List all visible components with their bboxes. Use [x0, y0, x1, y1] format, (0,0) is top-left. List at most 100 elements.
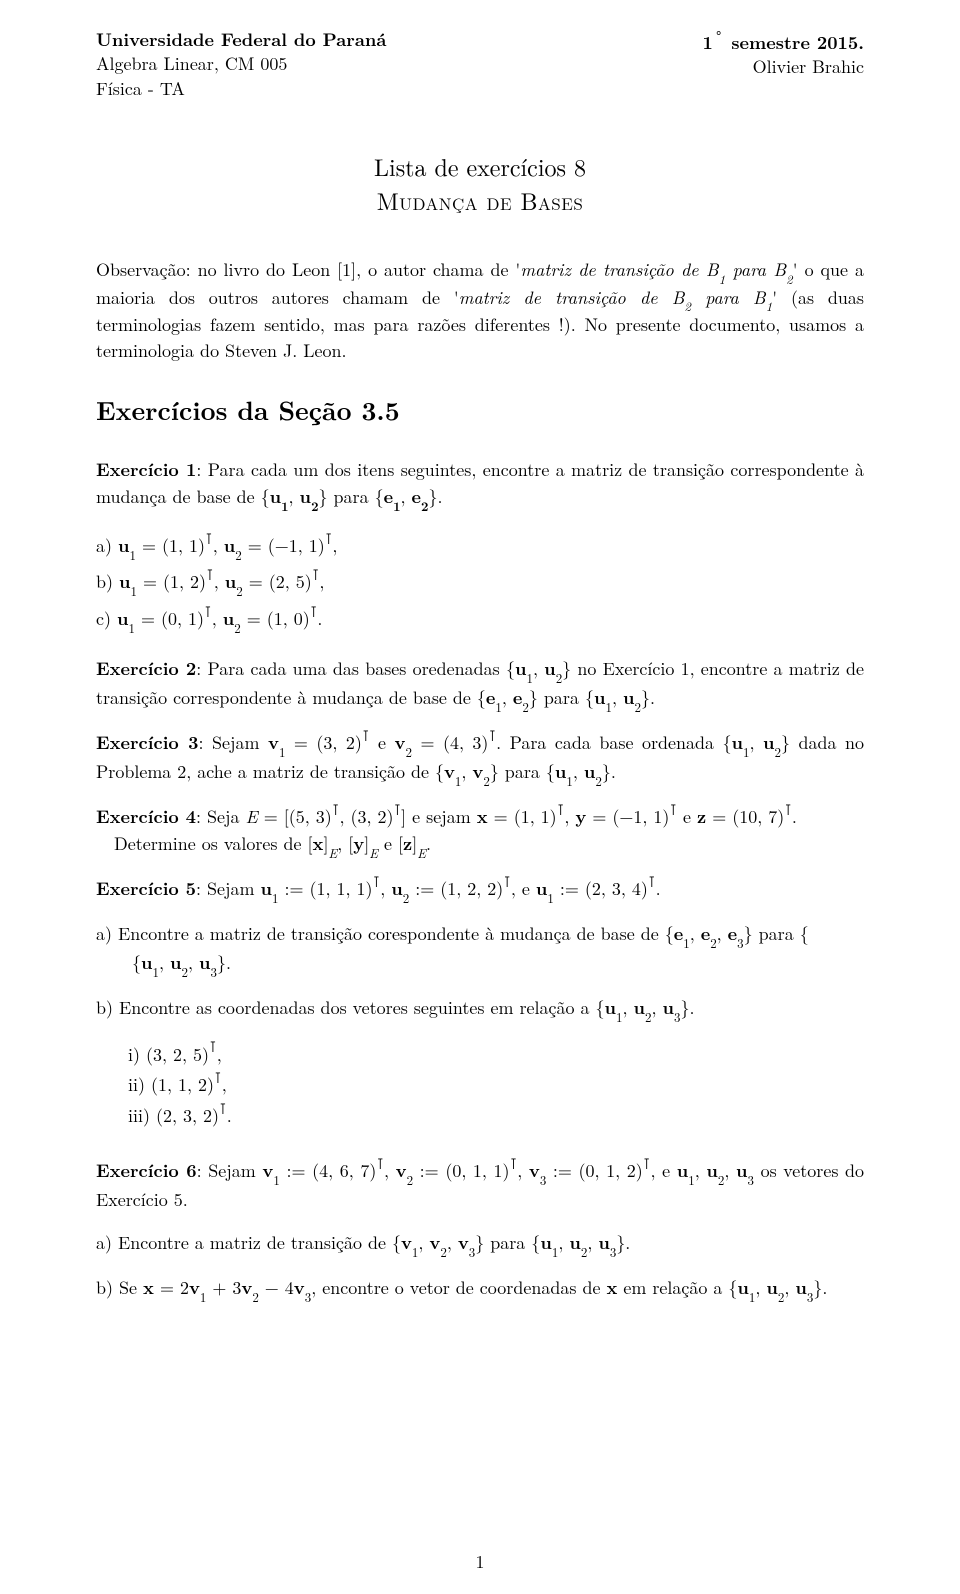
ex6b-td: }. [813, 1275, 827, 1300]
ex4-z: z [697, 804, 706, 829]
ex3-v2: v [395, 730, 406, 755]
ex1c-u2: u [223, 606, 235, 631]
ex4-Ea: (5, 3) [289, 804, 332, 829]
ex5-u1: u [261, 876, 273, 901]
ex5-a3: := [554, 876, 585, 901]
ex5b-iii: iii) (2, 3, 2)⊺. [128, 1101, 864, 1132]
ex1c-u1: u [117, 606, 129, 631]
ex3-t2: ⊺ [488, 729, 496, 745]
ex4-eq1: = [488, 804, 514, 829]
ex1c-eq2: = [241, 606, 267, 631]
ex6-ta: : Sejam [197, 1158, 263, 1183]
exercise-4: Exercício 4: Seja E = [(5, 3)⊺, (3, 2)⊺]… [96, 803, 864, 859]
observation: Observação: no livro do Leon [1], o auto… [96, 257, 864, 363]
ex4-zt: ⊺ [784, 803, 792, 819]
exercise-1-items: a) u1 = (1, 1)⊺, u2 = (−1, 1)⊺, b) u1 = … [96, 528, 864, 638]
ex3-eq1: = [285, 730, 316, 755]
ex6a-v3s: 3 [469, 1242, 475, 1261]
ex3-v1v: (3, 2) [316, 730, 362, 755]
ex5a-c4: , [188, 950, 199, 975]
ex6b-u3: u [795, 1275, 807, 1300]
ex5-t3: ⊺ [648, 875, 656, 891]
ex5-u3s: 1 [547, 888, 553, 907]
ex6-a1: := [280, 1158, 312, 1183]
ex4-tc: . [792, 804, 797, 829]
ex3-c1: , [750, 730, 764, 755]
ex5b-iii-t: ⊺ [219, 1102, 227, 1118]
ex4-ze: z [403, 831, 412, 856]
ex3-v2s: 2 [405, 742, 411, 761]
ex1-tb: } para { [319, 484, 384, 509]
ex6a-u1s: 1 [552, 1242, 558, 1261]
obs-i3: matriz de transição de B [459, 285, 685, 310]
ex1-e1s: 1 [393, 496, 400, 515]
ex4-y: y [575, 804, 586, 829]
ex6a-v3: v [458, 1230, 469, 1255]
ex5a-e2: e [701, 921, 711, 946]
ex5-a1: := [279, 876, 310, 901]
ex3-u1s: 1 [743, 742, 749, 761]
ex6b-u1s: 1 [749, 1287, 755, 1306]
ex6-v2: v [396, 1158, 407, 1183]
ex5-ta: : Sejam [196, 876, 261, 901]
ex6b-u3s: 3 [807, 1287, 813, 1306]
ex5b-tb: }. [680, 995, 694, 1020]
ex4-xt: ⊺ [557, 803, 565, 819]
ex5b-iii-tag: iii) [128, 1103, 156, 1128]
ex1b-eq2: = [243, 569, 269, 594]
ex3-v1: v [268, 730, 279, 755]
obs-p1: Observação: no livro do Leon [1], o auto… [96, 257, 520, 282]
ex5-u1s: 1 [272, 888, 278, 907]
ex4-Ec: , [339, 804, 350, 829]
ex3-ta: : Sejam [199, 730, 268, 755]
ex1c-eq1: = [135, 606, 161, 631]
obs-s2: 2 [786, 269, 793, 288]
ex5b-ta: Encontre as coordenadas dos vetores segu… [119, 995, 604, 1020]
page: Universidade Federal do Paraná Algebra L… [0, 0, 960, 1594]
ex5b-ii-t: ⊺ [214, 1071, 222, 1087]
ex5b-u2: u [633, 995, 645, 1020]
ex1a-u2: u [224, 533, 236, 558]
ex3-u1c: u [555, 759, 567, 784]
ex3-label: Exercício 3 [96, 730, 199, 755]
ex6a-c3: , [558, 1230, 569, 1255]
ex5-u2v: (1, 2, 2) [440, 876, 503, 901]
ex6-a2: := [413, 1158, 445, 1183]
obs-s4: 1 [766, 296, 773, 315]
ex5b-c1: , [622, 995, 633, 1020]
ex5b-tag: b) [96, 995, 119, 1020]
section-title: Exercícios da Seção 3.5 [96, 391, 864, 428]
ex2-u1b: u [594, 685, 606, 710]
ex5-c2: , [511, 876, 522, 901]
ex6b-tc: em relação a { [617, 1275, 737, 1300]
ex3-c3: , [573, 759, 584, 784]
ex5a-e2s: 2 [710, 933, 716, 952]
ex3-u1cs: 1 [566, 771, 572, 790]
ex4-E: E [246, 804, 258, 829]
obs-i4: para B [691, 285, 766, 310]
ex6a-u3s: 3 [610, 1242, 616, 1261]
ex5-a2: := [409, 876, 440, 901]
ex6-u2: u [706, 1158, 718, 1183]
ex4-eq3: = [706, 804, 732, 829]
ex4-ye: y [353, 831, 364, 856]
ex5b-ii-v: (1, 1, 2) [151, 1072, 214, 1097]
ex1c-sep: , [212, 606, 223, 631]
exercise-5b: b) Encontre as coordenadas dos vetores s… [96, 994, 864, 1023]
ex6a-tc: }. [616, 1230, 630, 1255]
ex6a-c4: , [587, 1230, 598, 1255]
ex6b-v1: v [189, 1275, 200, 1300]
ex6a-v1s: 1 [412, 1242, 418, 1261]
ex5b-iii-v: (2, 3, 2) [156, 1103, 219, 1128]
ex6a-u1: u [540, 1230, 552, 1255]
obs-i1: matriz de transição de B [520, 257, 718, 282]
exercise-5a: a) Encontre a matriz de transição coresp… [96, 920, 864, 978]
ex1b-u1s: 1 [131, 581, 137, 600]
ex5b-i-v: (3, 2, 5) [146, 1042, 209, 1067]
ex3-c2: , [461, 759, 472, 784]
semester-text: semestre 2015. [724, 30, 864, 55]
ex6b-v2: v [241, 1275, 252, 1300]
ex6-u1: u [677, 1158, 689, 1183]
title-line2: Mudança de Bases [96, 183, 864, 217]
ex1-item-a: a) u1 = (1, 1)⊺, u2 = (−1, 1)⊺, [96, 528, 864, 565]
